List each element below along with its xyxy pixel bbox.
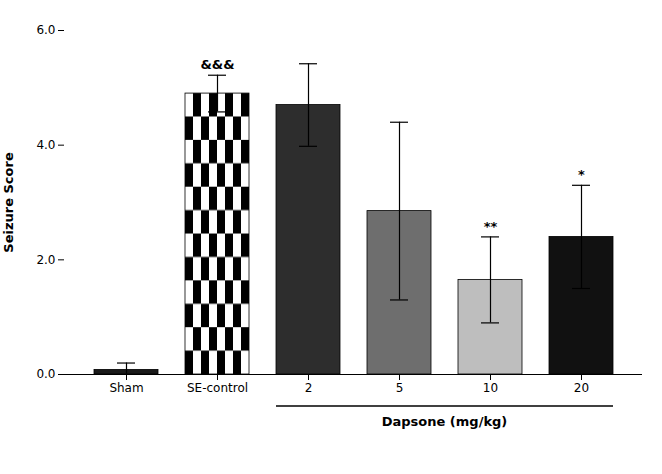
svg-text:2.0: 2.0	[36, 253, 55, 267]
svg-text:10: 10	[483, 381, 498, 395]
svg-text:0.0: 0.0	[36, 367, 55, 381]
svg-text:SE-control: SE-control	[187, 381, 248, 395]
svg-text:6.0: 6.0	[36, 23, 55, 37]
svg-text:Sham: Sham	[109, 381, 143, 395]
svg-text:**: **	[484, 219, 498, 234]
svg-text:*: *	[578, 167, 585, 182]
svg-text:Dapsone (mg/kg): Dapsone (mg/kg)	[382, 414, 508, 429]
svg-text:&&&: &&&	[200, 57, 234, 72]
svg-text:Seizure Score: Seizure Score	[1, 152, 16, 253]
svg-text:5: 5	[396, 381, 404, 395]
svg-text:4.0: 4.0	[36, 138, 55, 152]
svg-text:20: 20	[574, 381, 589, 395]
svg-text:2: 2	[305, 381, 313, 395]
